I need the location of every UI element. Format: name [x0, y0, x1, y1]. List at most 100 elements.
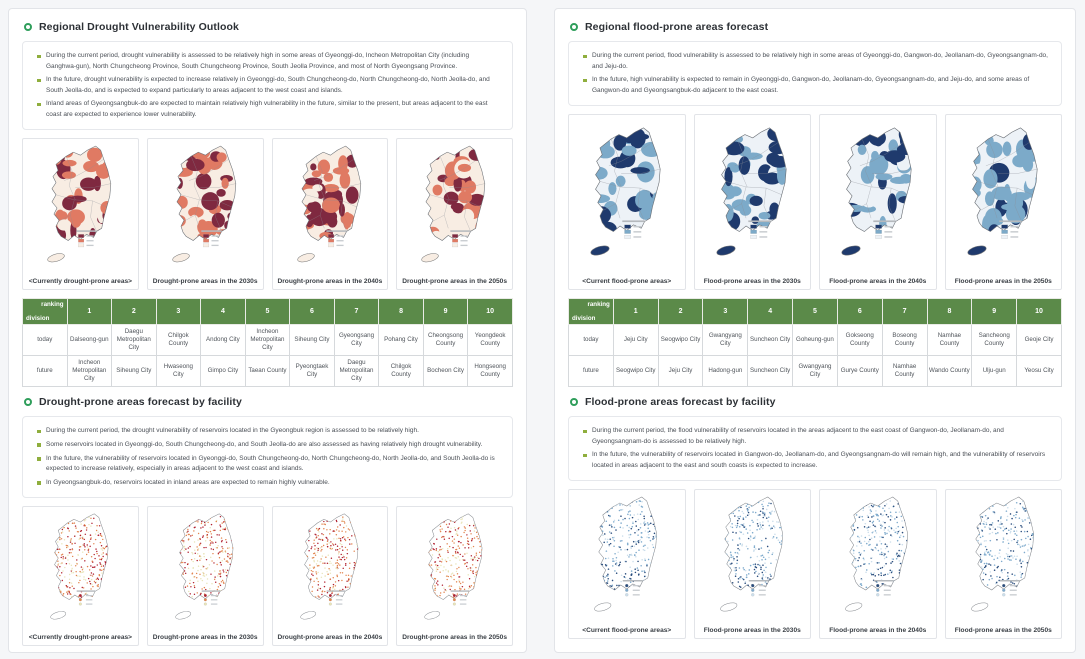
- drought-facility-summary: During the current period, the drought v…: [22, 416, 513, 499]
- table-cell: Yeosu City: [1016, 355, 1062, 388]
- rank-header: 7: [333, 298, 380, 326]
- table-cell: Pyeongtaek City: [289, 355, 335, 388]
- korea-choropleth-map: [841, 127, 912, 256]
- table-cell: Jeju City: [612, 324, 659, 357]
- flood-facility-summary: During the current period, the flood vul…: [568, 416, 1062, 482]
- rank-header: 3: [155, 298, 202, 326]
- korea-dot-map: [175, 513, 234, 620]
- map-legend: [326, 590, 345, 606]
- section-title: Drought-prone areas forecast by facility: [39, 396, 242, 409]
- map-card: Flood-prone areas in the 2040s: [819, 114, 937, 291]
- table-cell: Daegu Metropolitan City: [333, 355, 380, 388]
- drought-facility-maps: <Currently drought-prone areas> Drought-…: [22, 506, 513, 647]
- table-corner-cell: ranking division: [22, 298, 68, 326]
- rank-header: 2: [657, 298, 704, 326]
- rank-header: 9: [422, 298, 469, 326]
- table-cell: Seogwipo City: [657, 324, 704, 357]
- map-legend: [748, 580, 769, 597]
- bullet-item: In the future, high vulnerability is exp…: [581, 75, 1049, 96]
- table-row-today: today Dalseong-gun Daegu Metropolitan Ci…: [22, 324, 513, 357]
- row-label: future: [22, 355, 68, 388]
- korea-dot-map: [719, 496, 783, 612]
- rank-header: 1: [66, 298, 113, 326]
- map-caption: Drought-prone areas in the 2040s: [277, 634, 383, 642]
- table-cell: Goheung-gun: [792, 324, 838, 357]
- map-card: Drought-prone areas in the 2030s: [146, 506, 264, 647]
- table-cell: Sancheong County: [971, 324, 1018, 357]
- map-card: Drought-prone areas in the 2050s: [396, 138, 513, 291]
- bullet-item: During the current period, drought vulne…: [35, 51, 500, 72]
- table-cell: Namhae County: [926, 324, 973, 357]
- table-cell: Yeongdeok County: [467, 324, 513, 357]
- korea-choropleth-map: [172, 145, 236, 263]
- map-card: <Current flood-prone areas>: [568, 489, 686, 640]
- section-bullet-ring-icon: [24, 23, 32, 31]
- map-caption: Drought-prone areas in the 2030s: [152, 278, 258, 286]
- map-card: Drought-prone areas in the 2040s: [271, 138, 389, 291]
- section-bullet-ring-icon: [570, 398, 578, 407]
- map-card: Drought-prone areas in the 2050s: [396, 506, 513, 647]
- rank-header: 6: [836, 298, 883, 326]
- rank-header: 10: [1016, 298, 1062, 326]
- map-legend: [622, 580, 643, 597]
- table-cell: Chilgok County: [378, 355, 424, 388]
- drought-ranking-table: ranking division 1 2 3 4 5 6 7 8 9 10: [22, 298, 513, 388]
- bullet-item: Inland areas of Gyeongsangbuk-do are exp…: [35, 99, 500, 120]
- row-label: future: [568, 355, 614, 388]
- table-cell: Gurye County: [836, 355, 883, 388]
- korea-choropleth-map: [296, 145, 361, 263]
- rank-header: 1: [612, 298, 659, 326]
- rank-header: 2: [111, 298, 157, 326]
- table-cell: Namhae County: [881, 355, 928, 388]
- korea-choropleth-map: [716, 127, 787, 256]
- section-title: Regional flood-prone areas forecast: [585, 21, 769, 33]
- section-header-flood-facility: Flood-prone areas forecast by facility: [570, 396, 1062, 408]
- table-cell: Gwangyang City: [792, 355, 838, 388]
- korea-dot-map: [970, 496, 1034, 612]
- table-cell: Jeju City: [657, 355, 704, 388]
- korea-choropleth-map: [590, 127, 661, 256]
- section-bullet-ring-icon: [570, 23, 578, 31]
- map-legend: [201, 590, 220, 606]
- map-caption: Flood-prone areas in the 2030s: [703, 627, 801, 635]
- map-legend: [325, 230, 347, 248]
- map-legend: [450, 230, 471, 248]
- korea-choropleth-map: [47, 145, 112, 263]
- korea-dot-map: [299, 513, 358, 620]
- map-card: Flood-prone areas in the 2050s: [944, 114, 1062, 291]
- flood-ranking-table: ranking division 1 2 3 4 5 6 7 8 9 10: [568, 298, 1062, 388]
- table-cell: Siheung City: [289, 324, 335, 357]
- table-cell: Incheon Metropolitan City: [66, 355, 113, 388]
- rank-header: 7: [881, 298, 928, 326]
- flood-facility-maps: <Current flood-prone areas> Flood-prone …: [568, 489, 1062, 640]
- bullet-item: Some reservoirs located in Gyeonggi-do, …: [35, 440, 500, 451]
- table-cell: Boseong County: [881, 324, 928, 357]
- map-legend: [201, 230, 222, 248]
- map-caption: Drought-prone areas in the 2050s: [402, 278, 508, 286]
- table-cell: Bocheon City: [422, 355, 469, 388]
- table-cell: Ulju-gun: [971, 355, 1018, 388]
- section-title: Flood-prone areas forecast by facility: [585, 396, 776, 409]
- table-cell: Gyeongsang City: [333, 324, 380, 357]
- map-caption: <Currently drought-prone areas>: [28, 634, 133, 642]
- map-legend: [873, 580, 894, 597]
- table-cell: Incheon Metropolitan City: [244, 324, 291, 357]
- rank-header: 4: [747, 298, 794, 326]
- korea-dot-map: [50, 513, 109, 620]
- rank-header: 8: [378, 298, 424, 326]
- section-header-drought-regional: Regional Drought Vulnerability Outlook: [24, 21, 513, 33]
- table-cell: Gwangyang City: [702, 324, 749, 357]
- table-row-future: future Seogwipo City Jeju City Hadong-gu…: [568, 355, 1062, 388]
- map-caption: Flood-prone areas in the 2040s: [829, 278, 927, 286]
- map-caption: <Current flood-prone areas>: [582, 278, 672, 286]
- panel-flood: Regional flood-prone areas forecast Duri…: [554, 8, 1076, 653]
- table-row-today: today Jeju City Seogwipo City Gwangyang …: [568, 324, 1062, 357]
- section-header-flood-regional: Regional flood-prone areas forecast: [570, 21, 1062, 33]
- rank-header: 5: [792, 298, 838, 326]
- bullet-item: During the current period, flood vulnera…: [581, 51, 1049, 72]
- map-legend: [873, 220, 896, 239]
- map-card: <Currently drought-prone areas>: [22, 138, 139, 291]
- panel-drought: Regional Drought Vulnerability Outlook D…: [8, 8, 527, 653]
- map-caption: Flood-prone areas in the 2050s: [954, 627, 1052, 635]
